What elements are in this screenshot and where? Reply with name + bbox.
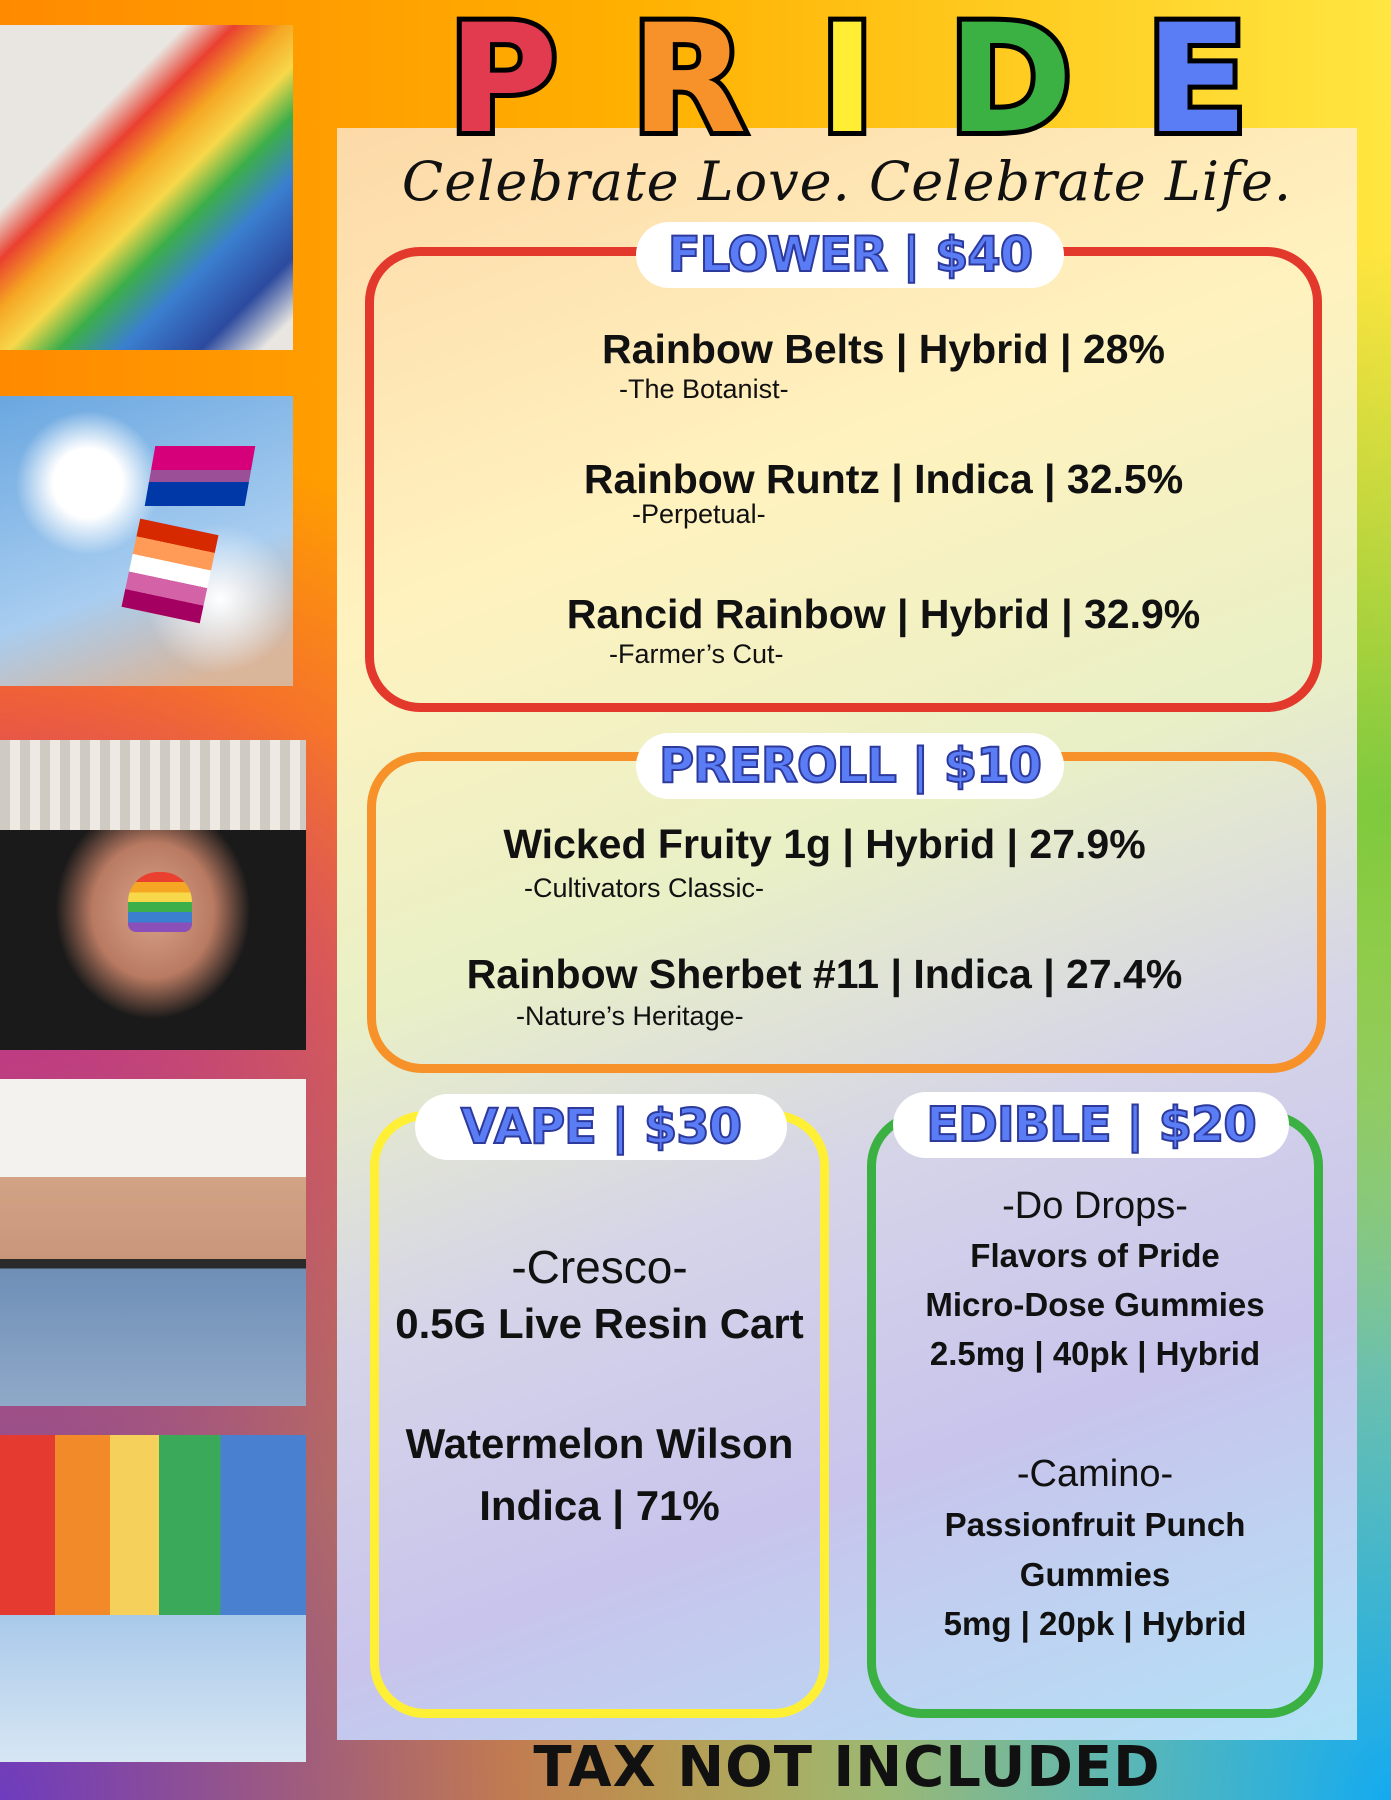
edible-product-line: 5mg | 20pk | Hybrid [943, 1605, 1247, 1642]
vape-product: 0.5G Live Resin Cart [395, 1300, 804, 1347]
vape-brand: -Cresco- [511, 1241, 688, 1293]
flower-item-brand: -Perpetual- [632, 499, 766, 529]
flower-item-title: Rainbow Runtz | Indica | 32.5% [583, 456, 1184, 502]
edible-product-line: Micro-Dose Gummies [925, 1286, 1265, 1323]
preroll-section: Wicked Fruity 1g | Hybrid | 27.9% -Culti… [367, 752, 1326, 1073]
pride-flag-woman-photo [0, 1435, 306, 1762]
edible-section: -Do Drops- Flavors of Pride Micro-Dose G… [867, 1111, 1323, 1718]
preroll-item-brand: -Nature’s Heritage- [516, 1001, 744, 1031]
flower-item-title: Rainbow Belts | Hybrid | 28% [602, 326, 1165, 372]
pride-letter-p: P [443, 0, 563, 167]
flower-item-brand: -The Botanist- [619, 374, 789, 404]
rainbow-heart-hands-photo [0, 740, 306, 1050]
edible-brand: -Do Drops- [1002, 1185, 1188, 1227]
preroll-item-title: Wicked Fruity 1g | Hybrid | 27.9% [503, 821, 1146, 867]
vape-price-label: VAPE | $30 [415, 1094, 787, 1160]
edible-product-line: Flavors of Pride [970, 1237, 1220, 1274]
tagline: Celebrate Love. Celebrate Life. [401, 150, 1293, 213]
pride-letter-i: I [814, 0, 880, 167]
edible-brand: -Camino- [1016, 1453, 1174, 1495]
edible-product-line: 2.5mg | 40pk | Hybrid [929, 1335, 1261, 1372]
edible-price-label: EDIBLE | $20 [893, 1092, 1289, 1158]
pride-flags-sky-photo [0, 396, 293, 686]
edible-product-line: Passionfruit Punch [944, 1506, 1246, 1543]
flower-item-brand: -Farmer’s Cut- [609, 639, 784, 669]
vape-item2-detail: Indica | 71% [479, 1482, 720, 1529]
vape-item2-name: Watermelon Wilson [405, 1420, 794, 1467]
flower-item-title: Rancid Rainbow | Hybrid | 32.9% [566, 591, 1201, 637]
pride-letter-r: R [626, 0, 751, 167]
pride-title: P R I D E [443, 0, 1254, 167]
flower-price-label: FLOWER | $40 [636, 222, 1064, 288]
preroll-item-brand: -Cultivators Classic- [524, 873, 765, 903]
tax-notice: TAX NOT INCLUDED [533, 1735, 1161, 1800]
preroll-item-title: Rainbow Sherbet #11 | Indica | 27.4% [466, 951, 1183, 997]
pride-letter-d: D [943, 0, 1077, 167]
preroll-price-label: PREROLL | $10 [636, 733, 1064, 799]
edible-product-line: Gummies [1019, 1556, 1171, 1593]
rainbow-painted-hands-photo [0, 25, 293, 350]
flower-section: Rainbow Belts | Hybrid | 28% -The Botani… [365, 247, 1322, 712]
menu-panel [337, 128, 1357, 1740]
rainbow-stickers-couple-photo [0, 1079, 306, 1406]
vape-section: -Cresco- 0.5G Live Resin Cart Watermelon… [370, 1111, 829, 1718]
pride-letter-e: E [1141, 0, 1254, 167]
